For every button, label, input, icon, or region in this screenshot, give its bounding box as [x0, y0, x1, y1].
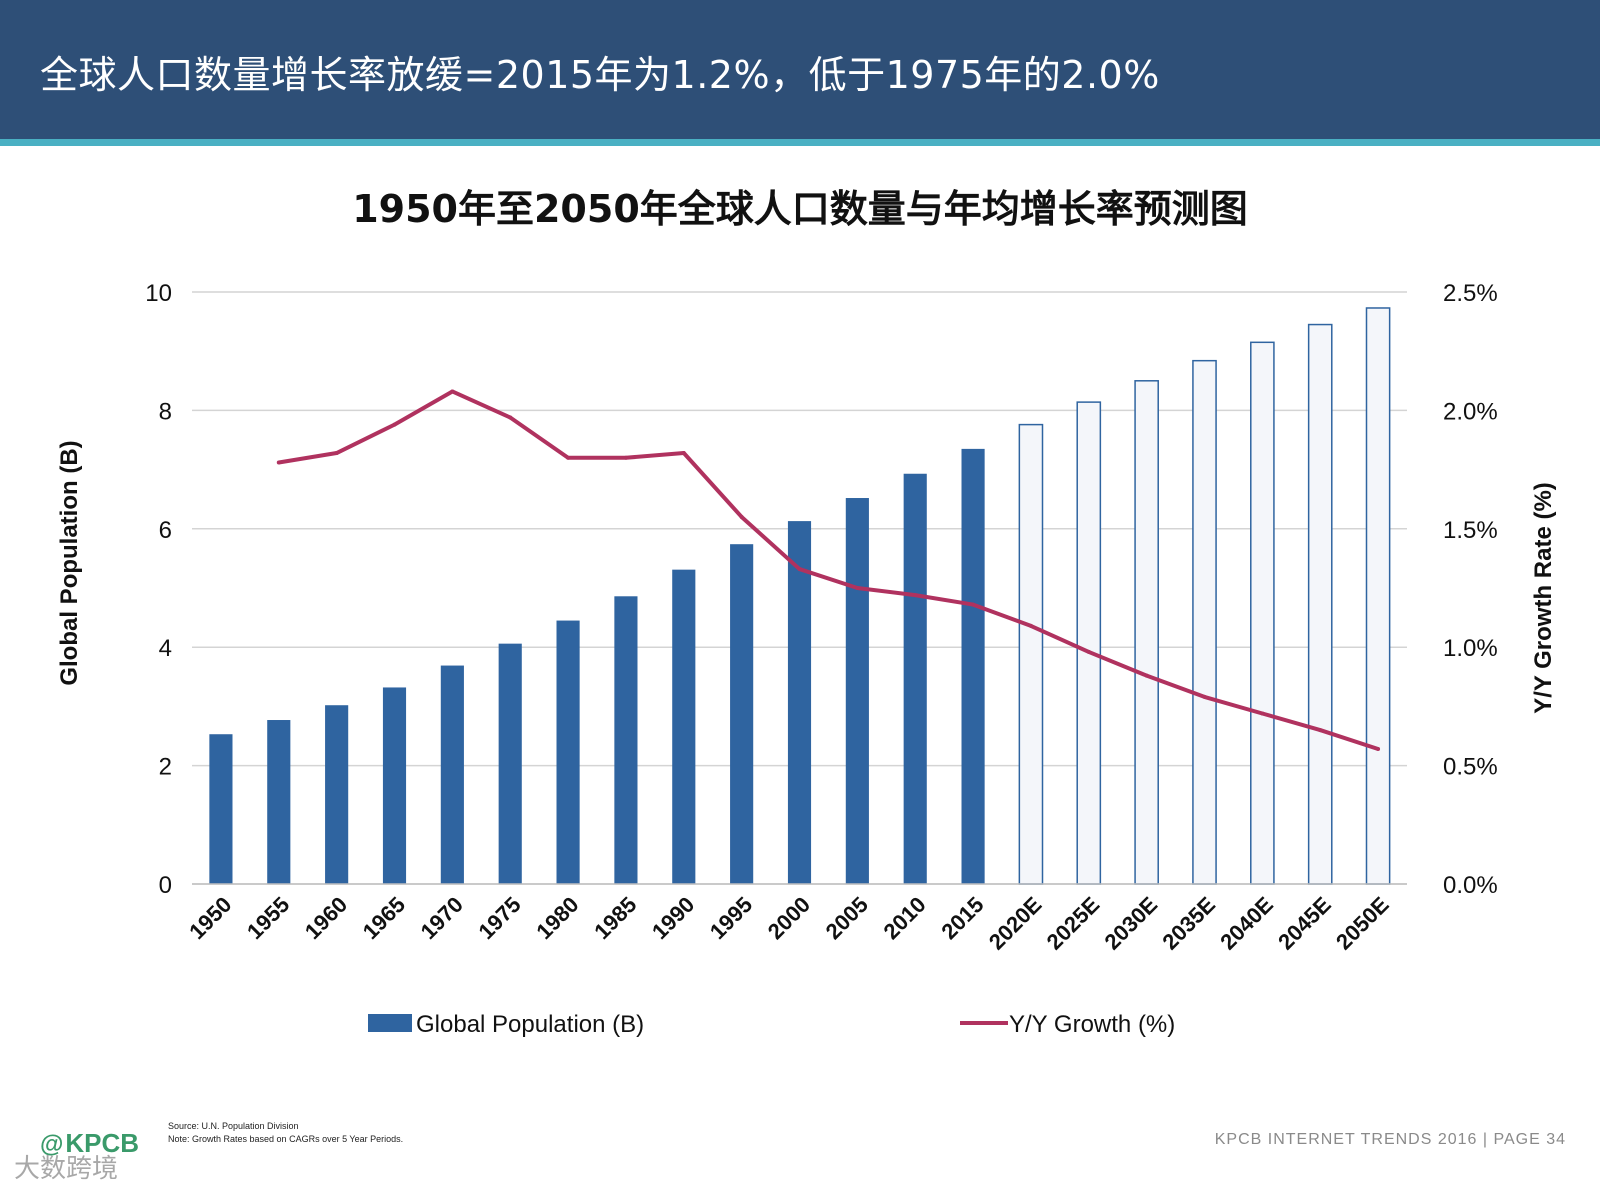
x-tick-label: 2025E [1042, 892, 1105, 955]
bar-projected [1076, 401, 1102, 885]
bar-projected [1307, 323, 1333, 885]
bar-projected [1134, 380, 1159, 885]
growth-point [508, 415, 513, 420]
y-tick-label: 10 [145, 280, 172, 307]
growth-point [1376, 747, 1381, 752]
y-tick-label: 0 [159, 872, 172, 899]
bar-projected [1192, 359, 1217, 885]
x-tick-label: 1980 [531, 892, 583, 944]
y-right-tick-label: 1.5% [1443, 517, 1498, 544]
x-tick-label: 2045E [1273, 892, 1336, 955]
growth-point [566, 455, 571, 460]
growth-point [1260, 711, 1265, 716]
bar [325, 705, 349, 884]
x-tick-label: 2030E [1100, 892, 1163, 955]
bar [209, 734, 233, 884]
watermark-text: 大数跨境 [14, 1154, 119, 1184]
y-tick-label: 8 [159, 398, 172, 425]
growth-line [278, 389, 1379, 751]
x-tick-label: 1955 [242, 892, 294, 944]
x-tick-label: 2040E [1215, 892, 1278, 955]
x-tick-label: 1950 [184, 892, 236, 944]
bar [498, 643, 522, 884]
growth-point [797, 567, 802, 572]
logo-text: KPCB [65, 1128, 140, 1158]
x-tick-label: 1990 [647, 892, 699, 944]
bar-projected [1018, 423, 1044, 885]
x-tick-label: 1965 [358, 892, 410, 944]
x-tick-label: 1960 [300, 892, 352, 944]
y-right-tick-label: 0.0% [1443, 872, 1498, 899]
growth-point [1028, 623, 1033, 628]
bar [556, 620, 580, 884]
bar [267, 720, 291, 884]
x-tick-label: 1970 [416, 892, 468, 944]
growth-point [739, 514, 744, 519]
x-tick-label: 2035E [1157, 892, 1220, 955]
bar [614, 596, 638, 884]
bar [672, 569, 696, 884]
growth-point [971, 602, 976, 607]
y-right-tick-label: 2.0% [1443, 398, 1498, 425]
growth-point [1086, 649, 1091, 654]
y-tick-label: 2 [159, 754, 172, 781]
x-tick-label: 1985 [589, 892, 641, 944]
legend-label-growth: Y/Y Growth (%) [1009, 1011, 1175, 1038]
footer-source: Source: U.N. Population Division Note: G… [168, 1120, 403, 1146]
growth-point [623, 455, 628, 460]
growth-point [334, 451, 339, 456]
note-line: Note: Growth Rates based on CAGRs over 5… [168, 1134, 404, 1144]
y-axis-label: Global Population (B) [56, 440, 83, 685]
bar [787, 521, 812, 884]
x-tick-label: 2000 [763, 892, 815, 944]
y-right-tick-label: 2.5% [1443, 280, 1498, 307]
x-tick-label: 1975 [473, 892, 525, 944]
bar [730, 544, 754, 884]
x-tick-label: 2015 [936, 892, 988, 944]
x-tick-label: 2050E [1331, 892, 1394, 955]
growth-point [1144, 673, 1149, 678]
y-tick-label: 6 [159, 517, 172, 544]
bar-projected [1250, 341, 1275, 885]
x-tick-label: 1995 [705, 892, 757, 944]
bar [845, 498, 869, 884]
y-right-axis-label: Y/Y Growth Rate (%) [1530, 482, 1557, 714]
header-bar: 全球人口数量增长率放缓=2015年为1.2%，低于1975年的2.0% [0, 0, 1600, 146]
bar [440, 665, 464, 884]
growth-point [855, 586, 860, 590]
chart-title: 1950年至2050年全球人口数量与年均增长率预测图 [352, 187, 1248, 231]
x-tick-label: 2010 [878, 892, 930, 944]
bar-projected [1365, 307, 1391, 885]
growth-point [1318, 728, 1323, 733]
y-tick-label: 4 [159, 635, 172, 662]
x-tick-label: 2005 [821, 892, 873, 944]
growth-point [681, 451, 686, 456]
kpcb-logo: @KPCB [40, 1128, 139, 1159]
page-title: 全球人口数量增长率放缓=2015年为1.2%，低于1975年的2.0% [40, 53, 1160, 97]
legend-swatch-population [368, 1014, 412, 1032]
x-tick-label: 2020E [984, 892, 1047, 955]
bar [382, 687, 407, 884]
growth-point [276, 460, 281, 465]
legend-label-population: Global Population (B) [416, 1011, 644, 1038]
source-line: Source: U.N. Population Division [168, 1121, 299, 1131]
growth-point [392, 422, 397, 427]
bar [903, 473, 927, 884]
growth-point [913, 593, 918, 598]
y-right-tick-label: 1.0% [1443, 635, 1498, 662]
logo-at-icon: @ [40, 1131, 64, 1158]
y-right-tick-label: 0.5% [1443, 754, 1498, 781]
footer-page-info: KPCB INTERNET TRENDS 2016 | PAGE 34 [1214, 1131, 1566, 1148]
growth-point [1202, 694, 1207, 699]
bar [961, 448, 985, 884]
growth-point [450, 389, 455, 394]
